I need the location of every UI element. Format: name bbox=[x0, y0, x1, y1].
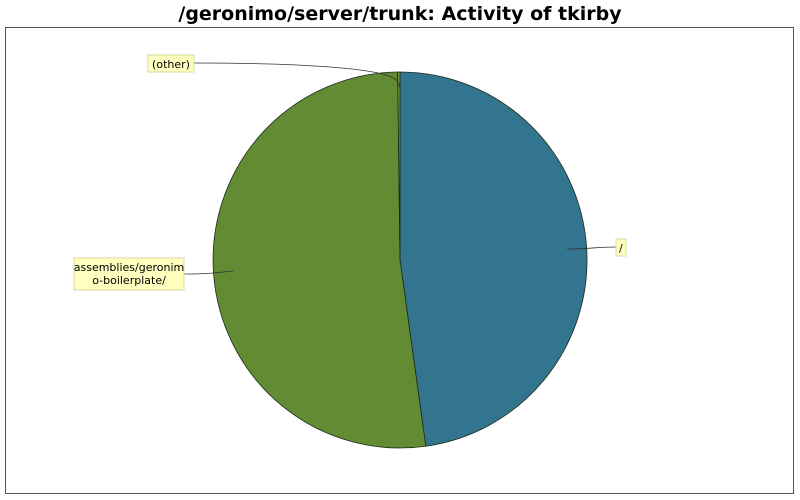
slice-label-box bbox=[73, 257, 185, 291]
slice-label: / bbox=[619, 242, 623, 255]
slice-label: assemblies/geronim o-boilerplate/ bbox=[74, 261, 185, 287]
leader-line bbox=[566, 246, 617, 250]
pie-slice bbox=[212, 71, 427, 449]
leader-line bbox=[193, 62, 401, 93]
leader-line bbox=[183, 270, 234, 275]
pie-slice bbox=[397, 71, 401, 261]
slice-label-box bbox=[147, 54, 195, 73]
plot-area bbox=[5, 27, 794, 494]
slice-label: (other) bbox=[152, 58, 190, 71]
pie-slice bbox=[399, 71, 588, 447]
chart-title: /geronimo/server/trunk: Activity of tkir… bbox=[178, 3, 622, 25]
slice-label-box bbox=[615, 238, 627, 257]
